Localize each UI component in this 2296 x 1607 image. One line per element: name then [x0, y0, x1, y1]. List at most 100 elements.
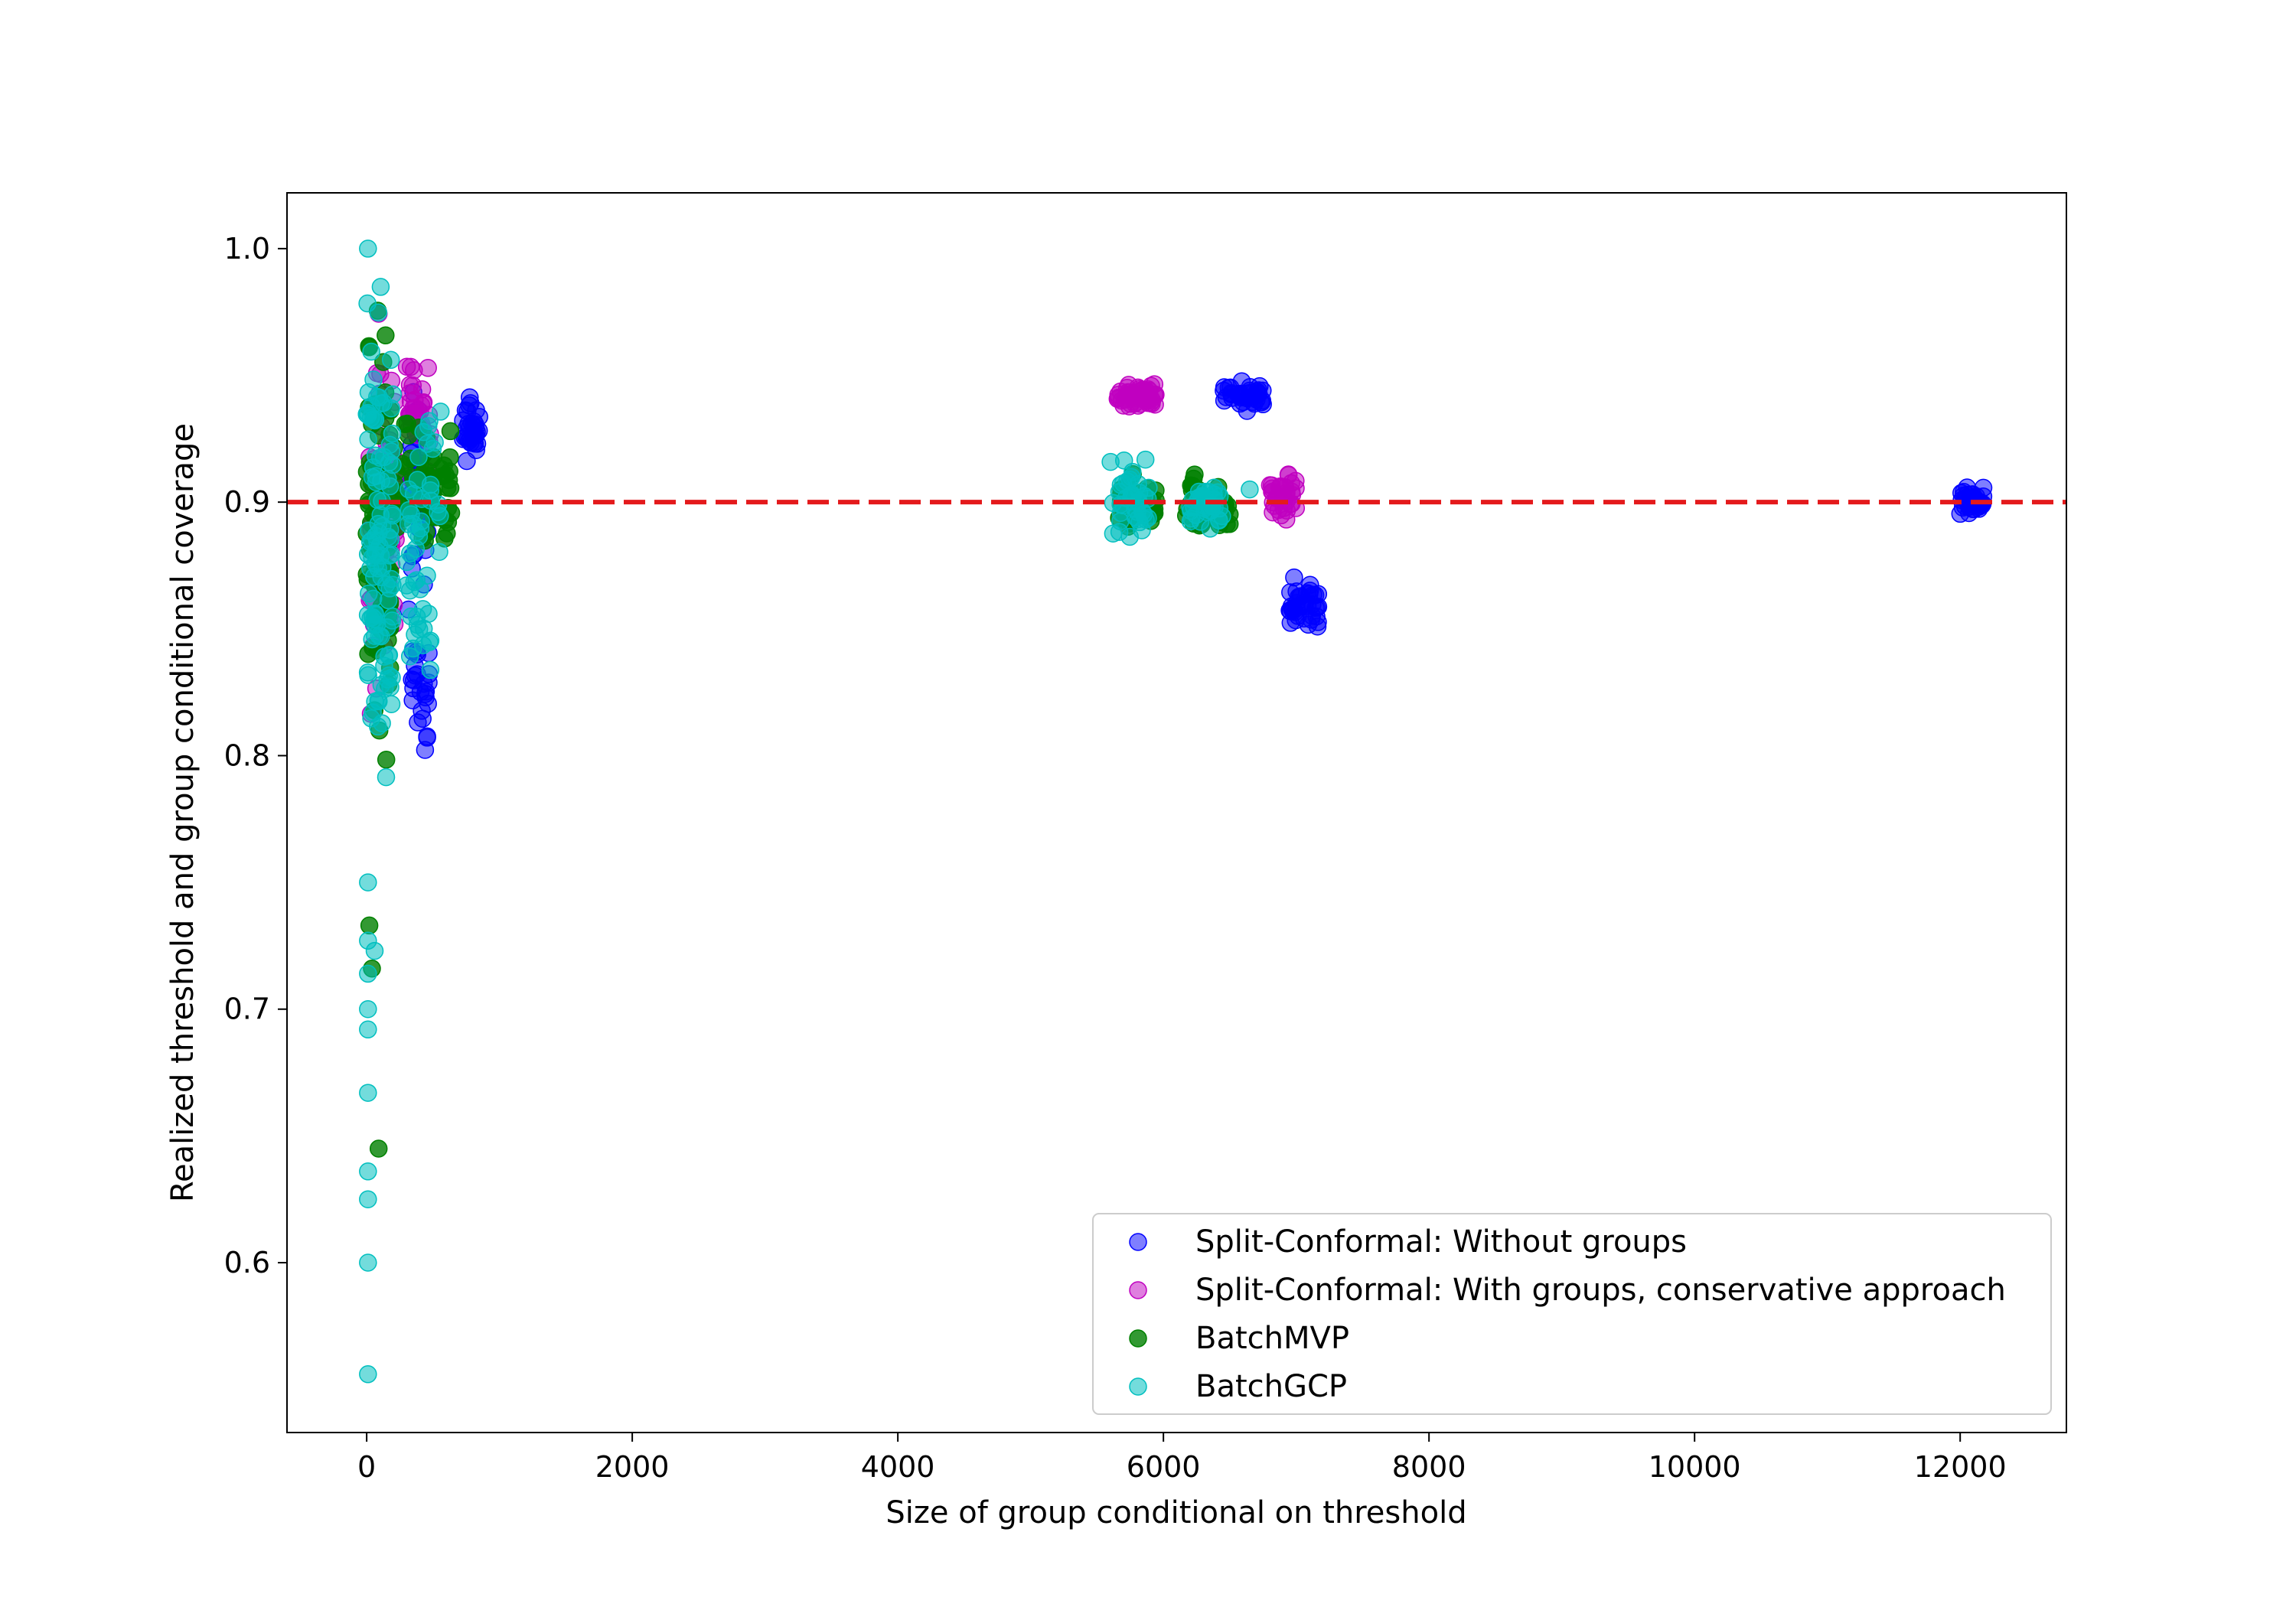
data-point: [359, 1084, 377, 1102]
y-tick-label: 0.6: [224, 1246, 270, 1279]
data-point: [1137, 387, 1156, 406]
data-point: [408, 471, 427, 489]
data-point: [1952, 484, 1971, 503]
data-point: [381, 350, 400, 370]
data-point: [1300, 585, 1319, 604]
data-point: [421, 481, 440, 500]
data-point: [359, 1190, 377, 1208]
data-point: [359, 964, 377, 983]
legend-marker-batchmvp: [1129, 1329, 1147, 1348]
data-point: [406, 539, 426, 558]
y-tick-label: 1.0: [224, 232, 270, 266]
data-point: [397, 553, 416, 572]
x-tick-label: 2000: [595, 1450, 670, 1484]
data-point: [377, 768, 396, 787]
data-point: [361, 559, 380, 578]
x-tick-label: 0: [357, 1450, 376, 1484]
data-point: [359, 1253, 377, 1272]
data-point: [359, 1365, 377, 1384]
data-point: [400, 426, 418, 445]
data-point: [379, 591, 398, 610]
data-point: [367, 473, 386, 491]
data-point: [360, 916, 379, 935]
data-point: [1186, 465, 1204, 484]
data-point: [416, 741, 435, 759]
data-point: [1279, 466, 1298, 484]
data-point: [1249, 385, 1268, 403]
data-point: [382, 545, 400, 564]
data-point: [467, 401, 485, 419]
legend-marker-split-no-groups: [1129, 1233, 1147, 1251]
data-point: [363, 608, 382, 627]
data-point: [1136, 450, 1155, 469]
data-point: [1120, 527, 1139, 546]
axis-ticks: 0 2000 4000 6000 8000 10000 12000 0.6 0.7 0.8 0.9 1…: [224, 232, 2007, 1484]
data-point: [1101, 452, 1120, 471]
data-point: [421, 660, 440, 680]
y-axis-label: Realized threshold and group conditional…: [165, 423, 201, 1202]
data-point: [364, 370, 383, 389]
data-point: [432, 460, 450, 478]
data-point: [1299, 615, 1318, 634]
data-point: [360, 533, 380, 551]
data-point: [1130, 513, 1149, 532]
data-point: [423, 439, 442, 458]
data-point: [409, 448, 428, 467]
plot-area-frame: [286, 192, 2067, 1433]
data-point: [1215, 378, 1234, 396]
series-3-points: [357, 240, 1259, 1384]
data-point: [404, 399, 422, 418]
data-point: [365, 941, 384, 960]
x-tick-label: 10000: [1649, 1450, 1741, 1484]
data-point: [359, 240, 377, 258]
data-point: [369, 303, 388, 322]
data-point: [381, 678, 400, 696]
data-point: [1111, 504, 1130, 522]
data-point: [1287, 598, 1306, 618]
x-tick-label: 12000: [1914, 1450, 2007, 1484]
legend-label-split-with-groups: Split-Conformal: With groups, conservati…: [1195, 1273, 2006, 1308]
data-point: [430, 543, 448, 561]
data-point: [407, 608, 426, 626]
data-point: [359, 666, 377, 684]
data-point: [360, 584, 378, 603]
data-point: [421, 631, 440, 650]
data-point: [405, 572, 423, 592]
data-point: [413, 709, 432, 728]
data-point: [404, 514, 422, 533]
legend-box: [1092, 1213, 2052, 1415]
data-point: [369, 1139, 388, 1158]
data-points: [357, 240, 1993, 1384]
data-point: [403, 376, 422, 395]
legend-label-batchgcp: BatchGCP: [1195, 1369, 1347, 1404]
data-point: [362, 396, 381, 416]
x-axis-label: Size of group conditional on threshold: [885, 1495, 1466, 1530]
data-point: [359, 430, 377, 448]
data-point: [441, 422, 460, 441]
y-tick-label: 0.7: [224, 993, 270, 1026]
data-point: [369, 717, 387, 736]
data-point: [359, 1162, 377, 1181]
data-point: [1281, 583, 1300, 601]
data-point: [370, 448, 390, 467]
data-point: [377, 326, 395, 345]
legend-marker-batchgcp: [1129, 1377, 1147, 1396]
legend-label-batchmvp: BatchMVP: [1195, 1321, 1349, 1356]
data-point: [359, 999, 377, 1019]
data-point: [420, 412, 439, 430]
data-point: [1120, 383, 1140, 402]
data-point: [403, 670, 421, 689]
data-point: [377, 750, 396, 769]
data-point: [400, 647, 419, 666]
data-point: [371, 278, 390, 296]
data-point: [382, 695, 401, 713]
data-point: [1241, 480, 1259, 499]
data-point: [359, 1020, 377, 1039]
data-point: [467, 426, 485, 445]
legend: Split-Conformal: Without groups Split-Co…: [1092, 1213, 2052, 1415]
data-point: [1114, 474, 1133, 493]
data-point: [397, 357, 416, 376]
y-tick-label: 0.8: [224, 738, 270, 772]
